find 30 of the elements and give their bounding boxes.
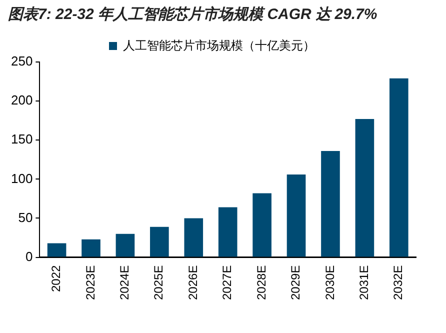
x-tick-label: 2027E xyxy=(220,265,234,300)
x-tick-label: 2032E xyxy=(391,265,406,300)
bar xyxy=(252,193,272,257)
y-tick-label: 100 xyxy=(10,170,33,186)
x-tick-label: 2025E xyxy=(152,265,166,300)
x-tick-label: 2029E xyxy=(288,265,303,300)
chart-title: 图表7: 22-32 年人工智能芯片市场规模 CAGR 达 29.7% xyxy=(8,5,378,24)
x-tick-label: 2031E xyxy=(356,265,371,300)
bar xyxy=(286,174,306,257)
bar xyxy=(321,151,340,257)
y-tick-label: 150 xyxy=(10,132,33,147)
x-tick-label: 2026E xyxy=(186,265,200,300)
x-tick-label: 2023E xyxy=(83,265,98,300)
y-tick-label: 200 xyxy=(10,92,33,108)
x-tick-label: 2028E xyxy=(254,265,268,300)
bar xyxy=(116,234,135,257)
y-tick-label: 250 xyxy=(10,54,33,69)
x-tick-label: 2022 xyxy=(49,264,64,292)
x-tick-label: 2024E xyxy=(118,265,132,300)
y-tick-label: 50 xyxy=(18,210,33,225)
bar xyxy=(355,119,374,257)
bar xyxy=(47,243,66,257)
bar xyxy=(184,218,204,257)
bar xyxy=(150,226,169,257)
y-tick-label: 0 xyxy=(25,248,33,264)
bar xyxy=(82,239,100,257)
bar xyxy=(389,78,408,257)
bar xyxy=(218,207,238,257)
x-tick-label: 2030E xyxy=(322,265,337,300)
legend-label: 人工智能芯片市场规模（十亿美元） xyxy=(123,38,315,52)
